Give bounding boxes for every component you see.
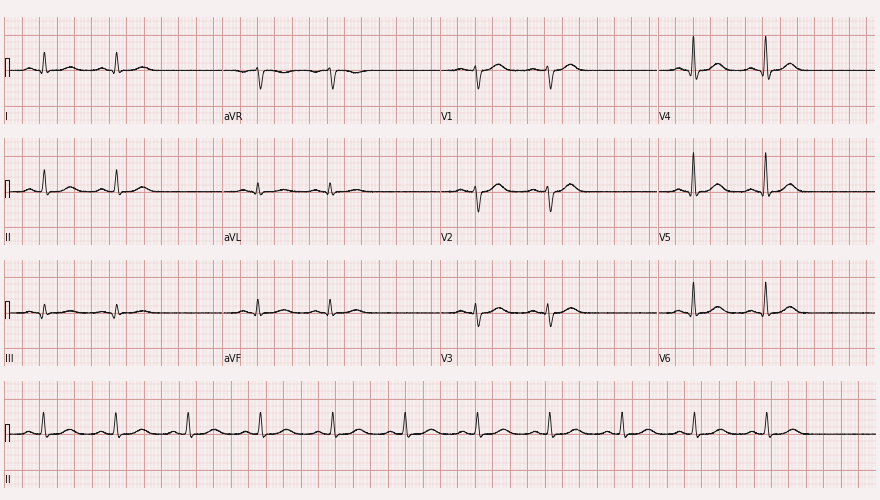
- Text: V2: V2: [441, 233, 453, 243]
- Text: V3: V3: [441, 354, 453, 364]
- Text: V5: V5: [658, 233, 671, 243]
- Text: aVL: aVL: [223, 233, 241, 243]
- Text: III: III: [5, 354, 14, 364]
- Text: II: II: [5, 474, 11, 484]
- Text: V1: V1: [441, 112, 453, 122]
- Text: II: II: [5, 233, 11, 243]
- Text: V4: V4: [658, 112, 671, 122]
- Text: V6: V6: [658, 354, 671, 364]
- Text: aVR: aVR: [223, 112, 242, 122]
- Text: I: I: [5, 112, 8, 122]
- Text: aVF: aVF: [223, 354, 241, 364]
